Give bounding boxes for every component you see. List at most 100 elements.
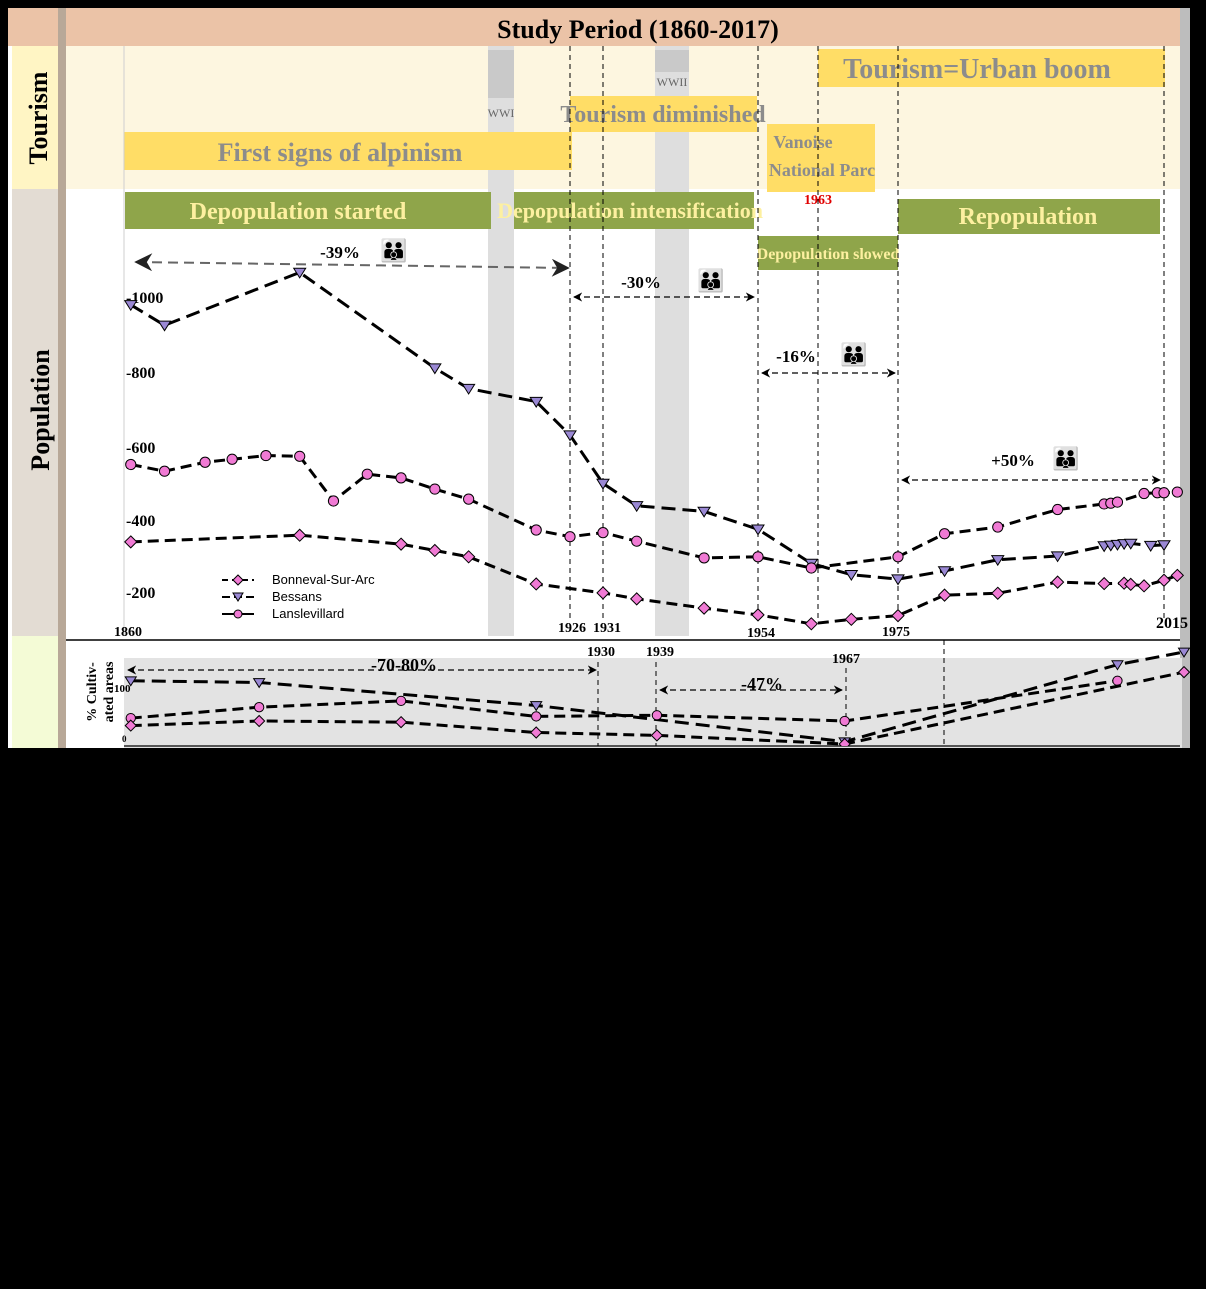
pop-point-lanslevillard xyxy=(992,521,1004,533)
tourism-row-label-bg xyxy=(12,46,58,189)
agri-change-47: -47% xyxy=(741,674,783,694)
change-plus-50: +50% xyxy=(991,451,1035,470)
pop-point-lanslevillard xyxy=(1171,486,1183,498)
pop-point-lanslevillard xyxy=(752,551,764,563)
agri-plot xyxy=(124,647,1190,746)
pop-point-bonneval-sur-arc xyxy=(937,588,952,602)
agri-point-bessans xyxy=(1177,647,1190,658)
chart-title: Study Period (1860-2017) xyxy=(497,15,779,44)
people-icon: 👪 xyxy=(380,238,407,263)
phase-repopulation-box xyxy=(898,199,1160,234)
phase-intensification-box xyxy=(514,192,754,229)
pop-point-bonneval-sur-arc xyxy=(1050,575,1065,589)
agri-point-bonneval-sur-arc xyxy=(394,715,408,729)
y-tick-200: -200 xyxy=(126,585,155,602)
year-label-1926: 1926 xyxy=(558,621,586,636)
agri-year-1967: 1967 xyxy=(832,652,860,667)
legend: Bonneval-Sur-Arc Bessans Lanslevillard xyxy=(222,572,375,621)
alpinism-box xyxy=(124,132,572,170)
year-label-1975: 1975 xyxy=(882,625,910,640)
population-row-label-bg xyxy=(12,189,58,636)
pop-point-lanslevillard xyxy=(1158,487,1170,499)
phase-slowed-label: Depopulation slowed xyxy=(757,246,900,263)
legend-label-bessans: Bessans xyxy=(272,589,322,604)
pop-point-bessans xyxy=(1143,540,1158,552)
pop-point-bessans xyxy=(1157,540,1171,552)
header-band xyxy=(8,8,1190,46)
vanoise-label-line2: National Parc xyxy=(769,160,875,180)
agri-point-bessans xyxy=(529,701,543,712)
people-icon: 👪 xyxy=(1052,446,1079,471)
change-minus-30: -30% xyxy=(621,273,661,292)
pop-point-lanslevillard xyxy=(1138,487,1150,500)
vanoise-box xyxy=(767,124,875,192)
phase-started-label: Depopulation started xyxy=(190,199,407,225)
pop-point-bessans xyxy=(529,396,544,408)
tourism-diminished-label: Tourism diminished xyxy=(560,102,766,128)
pop-point-bessans xyxy=(461,383,476,395)
agri-point-bonneval-sur-arc xyxy=(124,719,137,732)
population-row-label: Population xyxy=(26,349,55,471)
change-minus-16: -16% xyxy=(776,347,816,366)
pop-point-bonneval-sur-arc xyxy=(1124,577,1138,592)
pop-point-lanslevillard xyxy=(597,527,609,539)
year-label-1954: 1954 xyxy=(747,626,775,641)
agri-point-lanslevillard xyxy=(253,702,265,713)
agri-point-bonneval-sur-arc xyxy=(650,729,664,742)
pop-point-bessans xyxy=(844,569,859,582)
tourism-diminished-box xyxy=(570,96,757,132)
pop-point-lanslevillard xyxy=(938,528,951,540)
pop-point-bonneval-sur-arc xyxy=(394,537,408,551)
people-icon: 👪 xyxy=(840,342,867,367)
pop-point-bonneval-sur-arc xyxy=(751,608,765,622)
pop-point-bessans xyxy=(563,430,577,442)
pop-point-lanslevillard xyxy=(125,458,137,471)
pop-point-bonneval-sur-arc xyxy=(991,586,1005,600)
agri-point-bessans xyxy=(1111,660,1124,671)
year-label-2015: 2015 xyxy=(1156,615,1188,632)
pop-point-lanslevillard xyxy=(1111,496,1124,508)
agri-point-bonneval-sur-arc xyxy=(838,737,851,746)
agri-change-70-80: -70-80% xyxy=(371,655,437,675)
wwii-label: WWII xyxy=(657,75,688,89)
reference-lines xyxy=(569,46,1165,620)
arrow-minus-39 xyxy=(134,253,570,277)
agri-point-lanslevillard xyxy=(531,711,542,722)
right-border xyxy=(1180,8,1190,748)
wwi-photo-icon xyxy=(488,50,514,98)
pop-point-bessans xyxy=(990,555,1005,567)
agri-reference-lines xyxy=(597,640,945,746)
agri-axis-label-1: % Cultiv- xyxy=(85,662,100,722)
legend-label-lanslevillard: Lanslevillard xyxy=(272,606,344,621)
pop-point-bessans xyxy=(697,506,711,518)
agri-point-lanslevillard xyxy=(839,715,850,727)
pop-point-lanslevillard xyxy=(631,535,643,547)
pop-point-bonneval-sur-arc xyxy=(804,617,819,631)
phase-intensification-label: Depopulation intensification xyxy=(497,198,763,223)
pop-point-lanslevillard xyxy=(327,495,340,507)
pop-point-lanslevillard xyxy=(1052,503,1064,516)
agri-axis-label-2: ated areas xyxy=(102,661,117,722)
pop-point-lanslevillard xyxy=(463,493,475,505)
pop-point-bonneval-sur-arc xyxy=(1157,573,1171,587)
population-plot xyxy=(123,267,1185,631)
pop-point-bonneval-sur-arc xyxy=(891,608,905,623)
pop-point-bessans xyxy=(427,363,442,375)
agri-point-bonneval-sur-arc xyxy=(1177,665,1190,679)
vanoise-label-line1: Vanoise xyxy=(773,132,832,152)
y-tick-600: -600 xyxy=(126,440,155,457)
pop-point-lanslevillard xyxy=(226,453,238,465)
pop-point-bessans xyxy=(1050,551,1065,563)
pop-point-lanslevillard xyxy=(294,450,306,462)
pop-point-bonneval-sur-arc xyxy=(529,577,543,591)
legend-marker-lanslevillard xyxy=(233,609,243,619)
pop-point-lanslevillard xyxy=(564,531,576,543)
phase-slowed-box xyxy=(758,236,898,270)
pop-point-bessans xyxy=(292,267,307,279)
urban-boom-label: Tourism=Urban boom xyxy=(843,54,1111,85)
agri-year-1930: 1930 xyxy=(587,645,615,660)
pop-point-lanslevillard xyxy=(698,552,710,564)
pop-point-bessans xyxy=(891,574,905,586)
pop-point-bessans xyxy=(123,300,138,312)
pop-point-bessans xyxy=(596,478,610,490)
